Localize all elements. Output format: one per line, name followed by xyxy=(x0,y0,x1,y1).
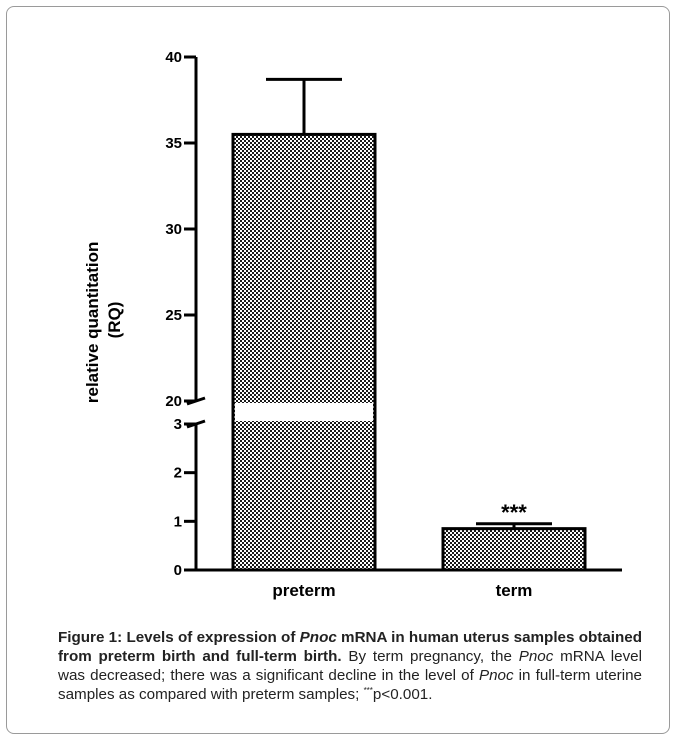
y-tick-label: 0 xyxy=(174,562,182,579)
y-tick-label: 40 xyxy=(165,49,182,66)
caption-text-2: mRNA level was decreased; there was a si… xyxy=(58,648,643,684)
caption-text-3: in full-term uterine samples as compared… xyxy=(58,667,642,703)
y-axis-title: relative quantitation (RQ) xyxy=(83,237,124,403)
x-tick-label: preterm xyxy=(272,581,335,600)
x-tick-label: term xyxy=(496,581,533,600)
y-tick-label: 20 xyxy=(165,393,182,410)
bar-chart: preterm term *** 0 1 2 3 20 25 30 35 40 relative qu… xyxy=(83,49,622,600)
axis-break-gap xyxy=(235,403,373,421)
y-axis-title-line2: (RQ) xyxy=(105,302,124,339)
y-tick-label: 30 xyxy=(165,221,182,238)
caption-title: Figure 1: Levels of expression of Pnoc m… xyxy=(58,629,642,665)
caption-gene-1: Pnoc xyxy=(299,629,337,646)
y-tick-label: 25 xyxy=(165,307,182,324)
figure-caption: Figure 1: Levels of expression of Pnoc m… xyxy=(58,628,642,704)
caption-gene-3: Pnoc xyxy=(478,667,514,684)
caption-significance-mark: *** xyxy=(363,685,373,695)
y-tick-label: 35 xyxy=(165,135,182,152)
caption-pvalue: p<0.001. xyxy=(372,686,433,703)
caption-gene-2: Pnoc xyxy=(518,648,554,665)
bar-preterm xyxy=(231,132,377,572)
caption-text-1: By term pregnancy, the xyxy=(341,648,519,665)
y-tick-label: 1 xyxy=(174,513,182,530)
y-tick-label: 3 xyxy=(174,416,182,433)
significance-label: *** xyxy=(501,500,527,525)
y-axis-title-line1: relative quantitation xyxy=(83,242,102,404)
bar-term xyxy=(441,527,587,572)
y-tick-label: 2 xyxy=(174,465,182,482)
